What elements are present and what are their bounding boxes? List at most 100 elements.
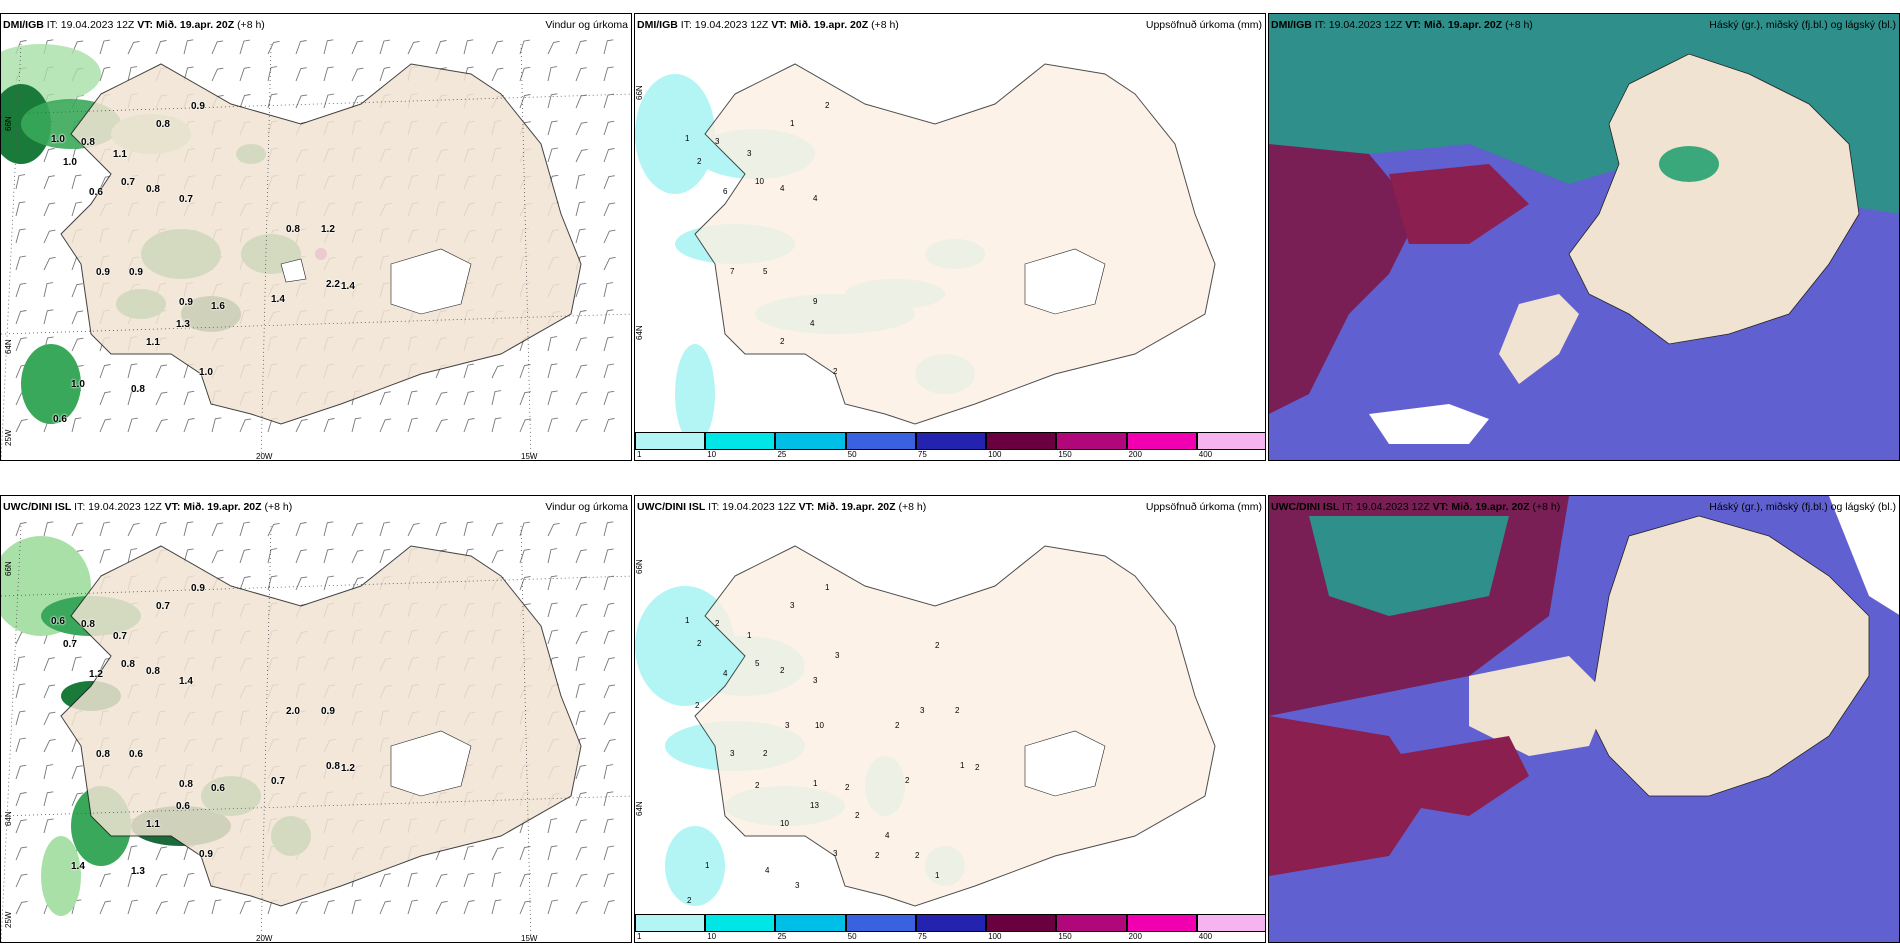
wind-barb	[463, 390, 475, 406]
value-label: 2	[905, 776, 910, 785]
value-label: 1.0	[71, 379, 85, 390]
value-label: 3	[785, 721, 790, 730]
wind-barb	[43, 818, 54, 834]
wind-barb	[603, 282, 614, 298]
value-label: 0.9	[191, 101, 205, 112]
wind-barb	[519, 94, 531, 109]
wind-barb	[211, 67, 224, 82]
wind-barb	[547, 336, 558, 352]
iceland-coastline	[60, 545, 582, 907]
model-name: DMI/IGB	[637, 19, 678, 31]
colorbar-tick: 150	[1058, 450, 1072, 459]
wind-barb	[239, 548, 251, 564]
wind-barb	[127, 417, 138, 433]
colorbar-tick: 75	[917, 932, 927, 941]
value-label: 1.4	[341, 281, 355, 292]
wind-barb	[15, 228, 26, 244]
panel-header: DMI/IGB IT: 19.04.2023 12Z VT: Mið. 19.a…	[1269, 14, 1899, 36]
value-label: 0.8	[121, 659, 135, 670]
wind-barb	[127, 548, 138, 564]
wind-barb	[267, 575, 278, 591]
value-label: 3	[715, 137, 720, 146]
wind-barb	[435, 418, 448, 433]
wind-barb	[183, 66, 194, 82]
wind-barb	[603, 900, 615, 915]
colorbar-tick: 10	[707, 932, 717, 941]
wind-barb	[43, 256, 56, 271]
panel-uwc-accum-precip: UWC/DINI ISL IT: 19.04.2023 12Z VT: Mið.…	[634, 495, 1266, 943]
wind-barb	[15, 522, 27, 537]
valid-time: Mið. 19.apr. 20Z	[1423, 19, 1503, 31]
wind-barb	[547, 872, 558, 888]
wind-barb	[575, 94, 588, 109]
wind-barb	[519, 418, 532, 433]
panel-dmi-accum-precip: DMI/IGB IT: 19.04.2023 12Z VT: Mið. 19.a…	[634, 13, 1266, 461]
wind-barb	[267, 40, 280, 55]
value-label: 2.2	[326, 279, 340, 290]
value-label: 2	[780, 666, 785, 675]
wind-barb	[267, 93, 278, 109]
wind-barb	[575, 603, 588, 618]
wind-barb	[547, 629, 558, 645]
colorbar-tick: 1	[637, 932, 642, 941]
colorbar-segment	[775, 914, 846, 932]
wind-barb	[71, 310, 84, 325]
value-label: 1.4	[179, 676, 193, 687]
colorbar-segment	[1056, 914, 1127, 932]
model-name: DMI/IGB	[3, 19, 44, 31]
init-time: IT: 19.04.2023 12Z	[74, 501, 162, 513]
value-label: 0.8	[179, 779, 193, 790]
model-name: UWC/DINI ISL	[3, 501, 72, 513]
wind-barb	[547, 818, 558, 834]
wind-barb	[99, 39, 110, 55]
wind-barb	[603, 229, 616, 244]
wind-barb	[211, 522, 224, 537]
colorbar-segment	[915, 914, 987, 932]
wind-barb	[295, 94, 308, 109]
wind-barb	[547, 390, 558, 406]
wind-barb	[43, 202, 56, 217]
wind-barb	[603, 872, 615, 888]
value-label: 0.9	[129, 267, 143, 278]
lat-label-66n: 66N	[635, 559, 644, 574]
lon-label-25w: 25W	[4, 911, 13, 928]
wind-barb	[99, 548, 111, 564]
wind-barb	[575, 364, 588, 379]
cloud-cover-map	[1269, 14, 1899, 460]
wind-barb	[603, 39, 614, 55]
value-label: 2	[935, 641, 940, 650]
wind-barb	[463, 39, 474, 55]
vt-label: VT:	[771, 19, 788, 31]
wind-barb	[407, 390, 418, 406]
wind-barb	[239, 521, 250, 537]
wind-barb	[603, 575, 614, 591]
panel-header: DMI/IGB IT: 19.04.2023 12Z VT: Mið. 19.a…	[1, 14, 631, 36]
wind-barb	[575, 656, 586, 672]
colorbar-segment	[845, 432, 916, 450]
wind-barb	[603, 602, 615, 618]
value-label: 4	[885, 831, 890, 840]
wind-barb	[603, 309, 614, 325]
wind-barb	[351, 417, 362, 433]
wind-barb	[351, 94, 364, 109]
wind-barb	[43, 309, 54, 325]
valid-time: Mið. 19.apr. 20Z	[1451, 501, 1530, 513]
wind-barb	[519, 900, 532, 915]
wind-barb	[127, 845, 138, 861]
wind-barb	[547, 522, 560, 537]
value-label: 0.6	[129, 749, 143, 760]
wind-barb	[99, 900, 112, 915]
wind-barb	[575, 201, 586, 217]
wind-barb	[575, 522, 587, 537]
wind-barb	[379, 66, 391, 82]
colorbar-tick: 25	[777, 932, 787, 941]
value-label: 0.7	[121, 177, 135, 188]
value-label: 2	[833, 367, 838, 376]
value-label: 1.0	[51, 134, 65, 145]
lead-time: (+8 h)	[264, 501, 293, 513]
value-label: 2	[825, 101, 830, 110]
wind-barb	[575, 67, 587, 82]
wind-barb	[351, 67, 364, 82]
value-label: 0.6	[211, 783, 225, 794]
wind-barb	[575, 148, 588, 163]
